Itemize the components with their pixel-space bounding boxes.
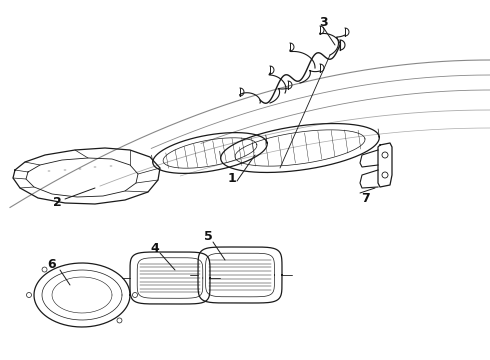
- Text: 4: 4: [150, 242, 159, 255]
- Text: 1: 1: [228, 171, 236, 184]
- Text: 7: 7: [361, 192, 369, 204]
- Text: 6: 6: [48, 258, 56, 271]
- Text: 3: 3: [318, 15, 327, 28]
- Text: 2: 2: [52, 195, 61, 208]
- Text: 5: 5: [204, 230, 212, 243]
